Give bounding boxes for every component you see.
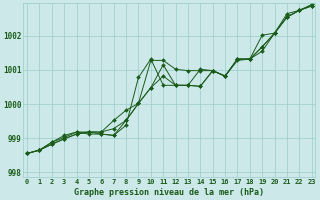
X-axis label: Graphe pression niveau de la mer (hPa): Graphe pression niveau de la mer (hPa) [74, 188, 264, 197]
